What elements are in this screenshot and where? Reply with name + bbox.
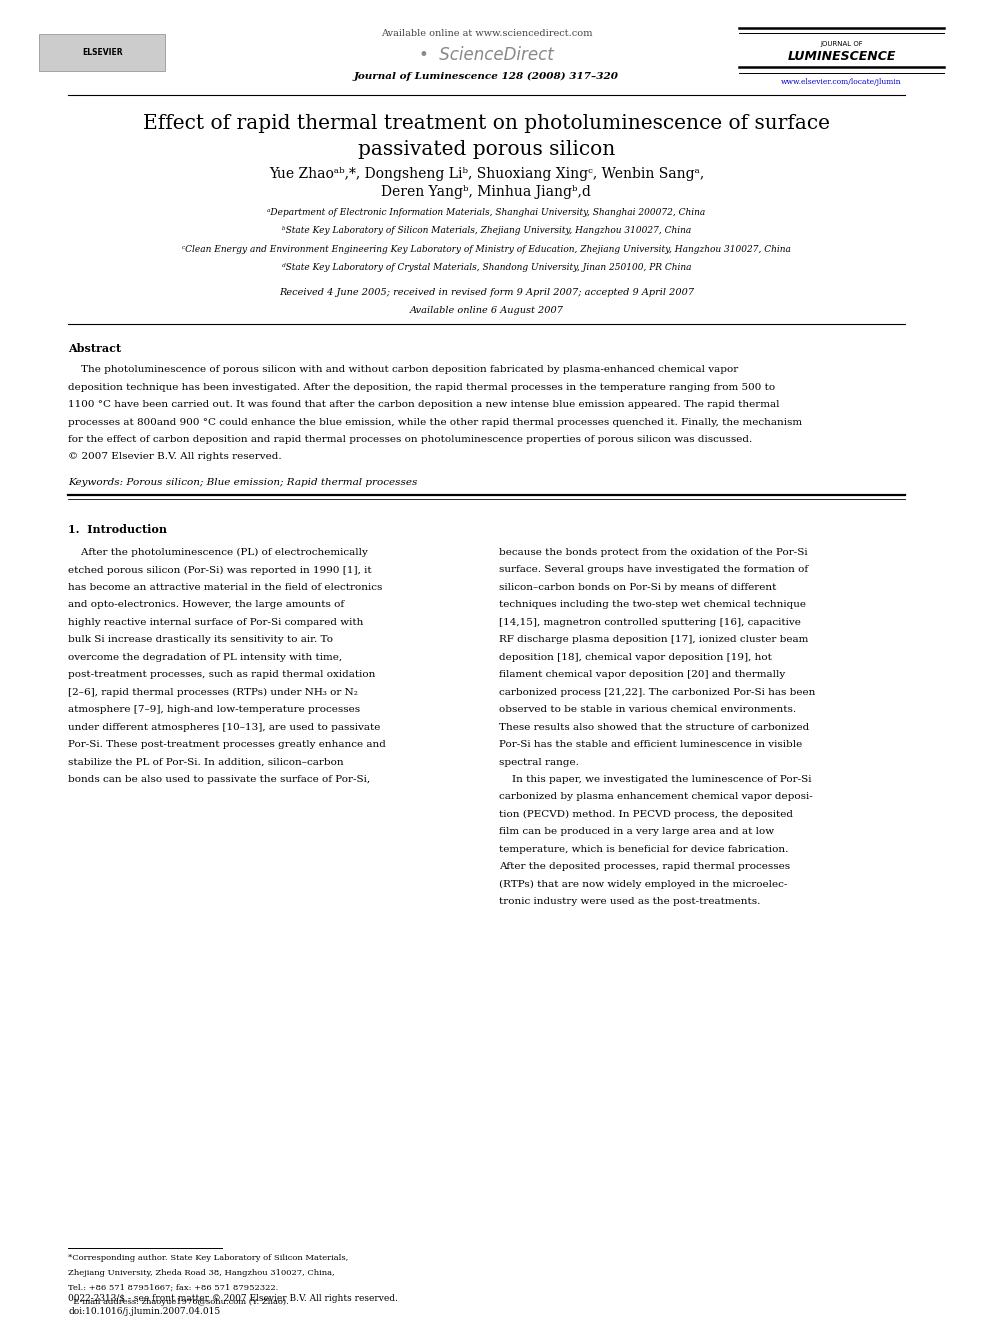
Text: etched porous silicon (Por-Si) was reported in 1990 [1], it: etched porous silicon (Por-Si) was repor… xyxy=(68,565,372,574)
Text: bulk Si increase drastically its sensitivity to air. To: bulk Si increase drastically its sensiti… xyxy=(68,635,333,644)
Text: atmosphere [7–9], high-and low-temperature processes: atmosphere [7–9], high-and low-temperatu… xyxy=(68,705,360,714)
Text: for the effect of carbon deposition and rapid thermal processes on photoluminesc: for the effect of carbon deposition and … xyxy=(68,435,752,445)
Text: ᵈState Key Laboratory of Crystal Materials, Shandong University, Jinan 250100, P: ᵈState Key Laboratory of Crystal Materia… xyxy=(282,263,691,273)
Text: Received 4 June 2005; received in revised form 9 April 2007; accepted 9 April 20: Received 4 June 2005; received in revise… xyxy=(279,288,694,298)
Text: surface. Several groups have investigated the formation of: surface. Several groups have investigate… xyxy=(499,565,807,574)
Text: doi:10.1016/j.jlumin.2007.04.015: doi:10.1016/j.jlumin.2007.04.015 xyxy=(68,1307,220,1316)
Text: carbonized process [21,22]. The carbonized Por-Si has been: carbonized process [21,22]. The carboniz… xyxy=(499,688,815,697)
Text: observed to be stable in various chemical environments.: observed to be stable in various chemica… xyxy=(499,705,796,714)
Text: temperature, which is beneficial for device fabrication.: temperature, which is beneficial for dev… xyxy=(499,845,788,853)
Text: [2–6], rapid thermal processes (RTPs) under NH₃ or N₂: [2–6], rapid thermal processes (RTPs) un… xyxy=(68,688,358,697)
Text: ELSEVIER: ELSEVIER xyxy=(81,49,122,57)
Text: Yue Zhaoᵃᵇ,*, Dongsheng Liᵇ, Shuoxiang Xingᶜ, Wenbin Sangᵃ,: Yue Zhaoᵃᵇ,*, Dongsheng Liᵇ, Shuoxiang X… xyxy=(269,167,704,181)
Text: Tel.: +86 571 87951667; fax: +86 571 87952322.: Tel.: +86 571 87951667; fax: +86 571 879… xyxy=(68,1283,279,1291)
Text: under different atmospheres [10–13], are used to passivate: under different atmospheres [10–13], are… xyxy=(68,722,381,732)
Text: stabilize the PL of Por-Si. In addition, silicon–carbon: stabilize the PL of Por-Si. In addition,… xyxy=(68,758,343,766)
Text: JOURNAL OF: JOURNAL OF xyxy=(820,41,863,48)
Text: www.elsevier.com/locate/jlumin: www.elsevier.com/locate/jlumin xyxy=(782,78,902,86)
Text: ᵇState Key Laboratory of Silicon Materials, Zhejiang University, Hangzhou 310027: ᵇState Key Laboratory of Silicon Materia… xyxy=(282,226,691,235)
Text: filament chemical vapor deposition [20] and thermally: filament chemical vapor deposition [20] … xyxy=(499,671,785,679)
Text: Journal of Luminescence 128 (2008) 317–320: Journal of Luminescence 128 (2008) 317–3… xyxy=(354,71,619,81)
Text: deposition technique has been investigated. After the deposition, the rapid ther: deposition technique has been investigat… xyxy=(68,382,775,392)
Text: Available online 6 August 2007: Available online 6 August 2007 xyxy=(410,306,563,315)
Text: tion (PECVD) method. In PECVD process, the deposited: tion (PECVD) method. In PECVD process, t… xyxy=(499,810,793,819)
Text: © 2007 Elsevier B.V. All rights reserved.: © 2007 Elsevier B.V. All rights reserved… xyxy=(68,452,282,462)
Text: film can be produced in a very large area and at low: film can be produced in a very large are… xyxy=(499,827,774,836)
Text: After the deposited processes, rapid thermal processes: After the deposited processes, rapid the… xyxy=(499,863,790,872)
Text: post-treatment processes, such as rapid thermal oxidation: post-treatment processes, such as rapid … xyxy=(68,671,376,679)
Text: Abstract: Abstract xyxy=(68,343,121,353)
Text: deposition [18], chemical vapor deposition [19], hot: deposition [18], chemical vapor depositi… xyxy=(499,652,772,662)
Text: Keywords: Porous silicon; Blue emission; Rapid thermal processes: Keywords: Porous silicon; Blue emission;… xyxy=(68,478,418,487)
Text: Por-Si. These post-treatment processes greatly enhance and: Por-Si. These post-treatment processes g… xyxy=(68,740,386,749)
Text: ᵃDepartment of Electronic Information Materials, Shanghai University, Shanghai 2: ᵃDepartment of Electronic Information Ma… xyxy=(267,208,705,217)
Text: 0022-2313/$ - see front matter © 2007 Elsevier B.V. All rights reserved.: 0022-2313/$ - see front matter © 2007 El… xyxy=(68,1294,398,1303)
Text: overcome the degradation of PL intensity with time,: overcome the degradation of PL intensity… xyxy=(68,652,342,662)
Text: Available online at www.sciencedirect.com: Available online at www.sciencedirect.co… xyxy=(381,29,592,38)
Text: E-mail address: zhaoyue1976@sohu.com (Y. Zhao).: E-mail address: zhaoyue1976@sohu.com (Y.… xyxy=(68,1298,289,1306)
Text: The photoluminescence of porous silicon with and without carbon deposition fabri: The photoluminescence of porous silicon … xyxy=(68,365,738,374)
Text: and opto-electronics. However, the large amounts of: and opto-electronics. However, the large… xyxy=(68,601,344,610)
Text: In this paper, we investigated the luminescence of Por-Si: In this paper, we investigated the lumin… xyxy=(499,775,811,785)
Text: tronic industry were used as the post-treatments.: tronic industry were used as the post-tr… xyxy=(499,897,760,906)
Text: *Corresponding author. State Key Laboratory of Silicon Materials,: *Corresponding author. State Key Laborat… xyxy=(68,1254,348,1262)
Text: because the bonds protect from the oxidation of the Por-Si: because the bonds protect from the oxida… xyxy=(499,548,807,557)
Text: 1.  Introduction: 1. Introduction xyxy=(68,524,167,536)
Text: highly reactive internal surface of Por-Si compared with: highly reactive internal surface of Por-… xyxy=(68,618,363,627)
Text: Effect of rapid thermal treatment on photoluminescence of surface
passivated por: Effect of rapid thermal treatment on pho… xyxy=(143,114,830,159)
Text: processes at 800and 900 °C could enhance the blue emission, while the other rapi: processes at 800and 900 °C could enhance… xyxy=(68,418,803,426)
Text: RF discharge plasma deposition [17], ionized cluster beam: RF discharge plasma deposition [17], ion… xyxy=(499,635,807,644)
Text: techniques including the two-step wet chemical technique: techniques including the two-step wet ch… xyxy=(499,601,806,610)
Text: Deren Yangᵇ, Minhua Jiangᵇ,d: Deren Yangᵇ, Minhua Jiangᵇ,d xyxy=(382,185,591,200)
Text: bonds can be also used to passivate the surface of Por-Si,: bonds can be also used to passivate the … xyxy=(68,775,370,785)
Text: silicon–carbon bonds on Por-Si by means of different: silicon–carbon bonds on Por-Si by means … xyxy=(499,583,776,591)
Text: LUMINESCENCE: LUMINESCENCE xyxy=(788,50,896,64)
Text: These results also showed that the structure of carbonized: These results also showed that the struc… xyxy=(499,722,808,732)
Text: Zhejiang University, Zheda Road 38, Hangzhou 310027, China,: Zhejiang University, Zheda Road 38, Hang… xyxy=(68,1269,334,1277)
Bar xyxy=(39,34,166,71)
Text: Por-Si has the stable and efficient luminescence in visible: Por-Si has the stable and efficient lumi… xyxy=(499,740,802,749)
Text: ᶜClean Energy and Environment Engineering Key Laboratory of Ministry of Educatio: ᶜClean Energy and Environment Engineerin… xyxy=(182,245,791,254)
Text: 1100 °C have been carried out. It was found that after the carbon deposition a n: 1100 °C have been carried out. It was fo… xyxy=(68,400,780,409)
Text: (RTPs) that are now widely employed in the microelec-: (RTPs) that are now widely employed in t… xyxy=(499,880,787,889)
Text: •  ScienceDirect: • ScienceDirect xyxy=(419,46,554,65)
Text: After the photoluminescence (PL) of electrochemically: After the photoluminescence (PL) of elec… xyxy=(68,548,368,557)
Text: [14,15], magnetron controlled sputtering [16], capacitive: [14,15], magnetron controlled sputtering… xyxy=(499,618,801,627)
Text: carbonized by plasma enhancement chemical vapor deposi-: carbonized by plasma enhancement chemica… xyxy=(499,792,812,802)
Text: spectral range.: spectral range. xyxy=(499,758,578,766)
Text: has become an attractive material in the field of electronics: has become an attractive material in the… xyxy=(68,583,383,591)
